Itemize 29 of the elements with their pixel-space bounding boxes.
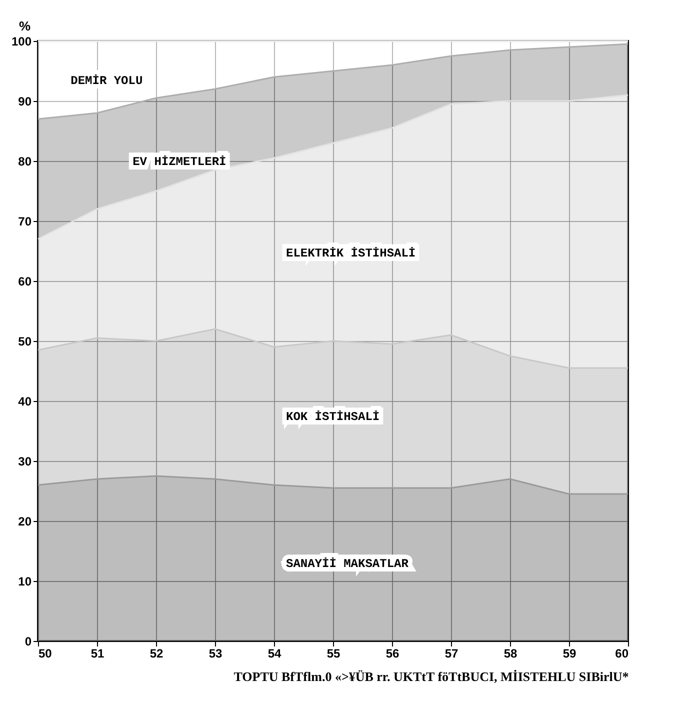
series-label: SANAYİİ MAKSATLAR: [286, 557, 410, 571]
x-tick-label: 60: [615, 646, 629, 660]
series-label: ELEKTRİK İSTİHSALİ: [286, 246, 416, 260]
y-tick-label: 30: [18, 454, 32, 468]
x-tick-label: 52: [150, 646, 164, 660]
y-tick-label: 40: [18, 394, 32, 408]
x-tick-label: 58: [504, 646, 518, 660]
y-tick-label: 50: [18, 334, 32, 348]
x-tick-label: 51: [90, 646, 104, 660]
x-tick-label: 56: [386, 646, 400, 660]
x-tick-label: 50: [38, 646, 52, 660]
y-axis-title: %: [18, 18, 31, 34]
x-tick-label: 53: [208, 646, 222, 660]
y-tick-label: 20: [18, 514, 32, 528]
y-tick-label: 10: [18, 574, 32, 588]
y-tick-label: 0: [24, 634, 32, 648]
text: TOPTU BfTflm.0 «>¥ÜB rr. UKTtT föTtBUCI, MİISTEHLU SIBirlU*: [234, 669, 629, 684]
x-tick-label: 55: [326, 646, 340, 660]
y-tick-label: 80: [18, 154, 32, 168]
series-label: DEMİR YOLU: [70, 74, 143, 88]
series-label: EV HİZMETLERİ: [132, 155, 226, 169]
y-tick-label: 70: [18, 214, 32, 228]
y-tick-label: 90: [18, 94, 32, 108]
series-label: KOK İSTİHSALİ: [286, 410, 380, 424]
x-tick-label: 54: [268, 646, 282, 660]
y-tick-label: 60: [18, 274, 32, 288]
x-tick-label: 57: [444, 646, 458, 660]
y-tick-label: 100: [11, 34, 32, 48]
x-tick-label: 59: [562, 646, 576, 660]
